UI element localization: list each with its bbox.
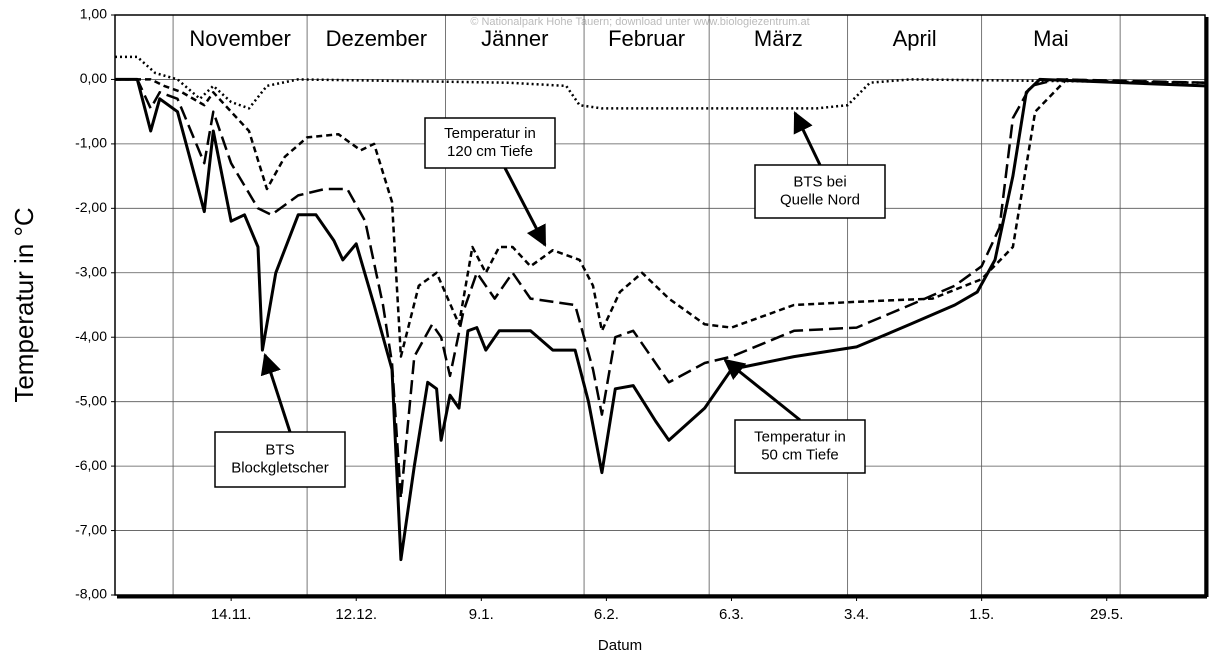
annotation-box	[754, 164, 886, 219]
x-tick-label: 6.3.	[719, 606, 744, 623]
month-label: April	[893, 26, 937, 51]
y-tick-label: -7,00	[75, 521, 107, 537]
annotation-box	[734, 419, 866, 474]
annotation-arrow	[723, 358, 801, 422]
annotation-text: BTS bei	[793, 173, 846, 190]
x-tick-label: 29.5.	[1090, 606, 1123, 623]
annotation-text: 50 cm Tiefe	[761, 446, 839, 463]
y-tick-label: -8,00	[75, 586, 107, 602]
y-tick-label: 0,00	[80, 70, 107, 86]
month-label: Jänner	[481, 26, 548, 51]
x-axis-title: Datum	[598, 637, 642, 654]
month-label: März	[754, 26, 803, 51]
y-tick-label: -2,00	[75, 199, 107, 215]
annotation-text: Quelle Nord	[780, 191, 860, 208]
x-tick-label: 14.11.	[211, 606, 252, 623]
watermark: © Nationalpark Hohe Tauern; download unt…	[470, 16, 809, 28]
annotation-text: Temperatur in	[754, 428, 846, 445]
y-tick-label: 1,00	[80, 6, 107, 22]
x-tick-label: 6.2.	[594, 606, 619, 623]
x-tick-label: 9.1.	[469, 606, 494, 623]
annotation-text: Blockgletscher	[231, 459, 329, 476]
y-axis-title: Temperatur in °C	[9, 207, 39, 402]
annotation-text: Temperatur in	[444, 125, 536, 142]
y-tick-label: -4,00	[75, 328, 107, 344]
annotation-box	[424, 117, 556, 169]
series-line	[115, 78, 1206, 358]
x-tick-label: 3.4.	[844, 606, 869, 623]
series-line	[115, 55, 1206, 110]
x-tick-label: 1.5.	[969, 606, 994, 623]
x-tick-label: 12.12.	[335, 606, 377, 623]
plot-frame	[114, 14, 1206, 596]
annotation-arrow	[260, 353, 292, 433]
month-label: Dezember	[326, 26, 427, 51]
annotation-arrow	[503, 167, 547, 247]
y-tick-label: -1,00	[75, 135, 107, 151]
annotation-arrow	[793, 111, 822, 166]
month-label: Februar	[608, 26, 685, 51]
annotation-text: BTS	[265, 441, 294, 458]
y-tick-label: -3,00	[75, 263, 107, 279]
month-label: November	[189, 26, 290, 51]
series-line	[115, 77, 1206, 562]
y-tick-label: -5,00	[75, 392, 107, 408]
annotation-text: 120 cm Tiefe	[447, 143, 533, 160]
annotation-box	[214, 431, 346, 488]
month-label: Mai	[1033, 26, 1068, 51]
y-tick-label: -6,00	[75, 457, 107, 473]
